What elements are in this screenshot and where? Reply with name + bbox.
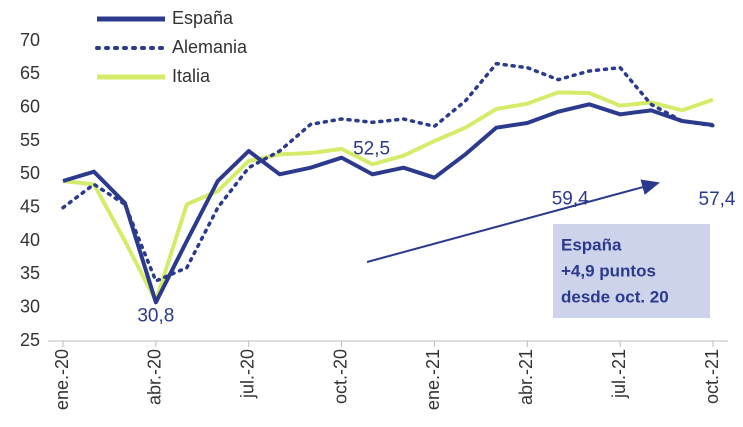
annotation-text: +4,9 puntos bbox=[561, 261, 656, 280]
series-line bbox=[62, 90, 714, 303]
x-tick-label: jul.-21 bbox=[609, 349, 629, 399]
trend-arrow bbox=[366, 179, 660, 263]
legend-label: España bbox=[172, 8, 234, 28]
x-tick-label: abr.-20 bbox=[145, 349, 165, 405]
y-tick-label: 35 bbox=[20, 263, 40, 283]
x-tick-label: oct.-21 bbox=[702, 349, 722, 404]
x-tick-label: oct.-20 bbox=[330, 349, 350, 404]
x-tick-label: ene.-21 bbox=[423, 349, 443, 410]
y-tick-label: 40 bbox=[20, 230, 40, 250]
data-label: 57,4 bbox=[699, 189, 736, 210]
data-label: 52,5 bbox=[353, 139, 390, 160]
y-tick-label: 45 bbox=[20, 196, 40, 216]
data-label: 30,8 bbox=[137, 305, 174, 326]
y-tick-label: 60 bbox=[20, 96, 40, 116]
y-tick-label: 30 bbox=[20, 296, 40, 316]
legend-label: Italia bbox=[172, 66, 211, 86]
x-tick-label: abr.-21 bbox=[516, 349, 536, 405]
x-tick-label: jul.-20 bbox=[237, 349, 257, 399]
data-label: 59,4 bbox=[552, 189, 589, 210]
y-tick-label: 70 bbox=[20, 30, 40, 50]
legend-label: Alemania bbox=[172, 37, 248, 57]
y-tick-label: 55 bbox=[20, 130, 40, 150]
y-tick-label: 25 bbox=[20, 330, 40, 350]
y-tick-label: 50 bbox=[20, 163, 40, 183]
series-line bbox=[62, 102, 714, 305]
annotation-text: desde oct. 20 bbox=[561, 287, 669, 306]
y-tick-label: 65 bbox=[20, 63, 40, 83]
x-tick-label: ene.-20 bbox=[52, 349, 72, 410]
annotation-text: España bbox=[561, 235, 622, 254]
annotation-box bbox=[553, 224, 710, 318]
